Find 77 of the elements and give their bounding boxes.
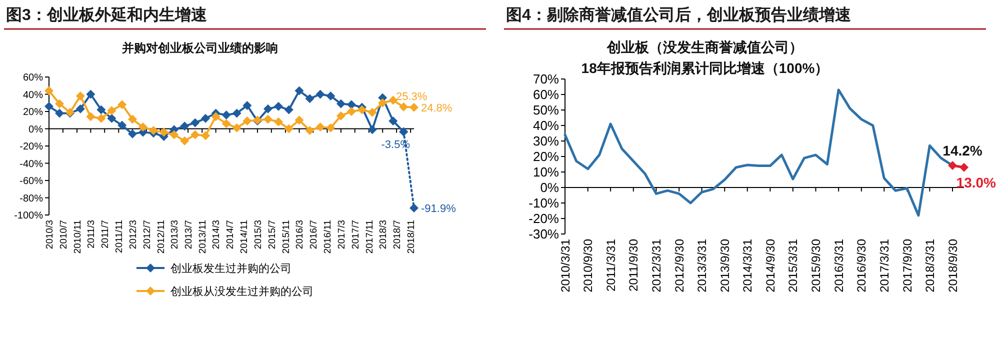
y-tick-label: 20% [22, 107, 44, 118]
x-tick-label: 2011/9/30 [626, 238, 641, 292]
x-tick-label: 2012/3/31 [650, 238, 664, 292]
chart-title: 图3：创业板外延和内生增速 [6, 6, 208, 24]
x-tick-label: 2012/9/30 [672, 238, 686, 292]
x-tick-label: 2015/9/30 [809, 238, 824, 292]
y-tick-label: -80% [20, 193, 44, 204]
y-tick-label: -60% [20, 176, 44, 188]
x-tick-label: 2016/11 [322, 220, 334, 254]
x-tick-label: 2013/9/30 [718, 238, 732, 292]
y-tick-label: -100% [14, 210, 44, 222]
data-label: -91.9% [421, 202, 456, 215]
x-tick-label: 2013/3 [170, 220, 181, 250]
y-tick-label: 0% [28, 124, 44, 136]
x-tick-label: 2013/11 [198, 220, 209, 254]
x-tick-label: 2010/9/30 [581, 238, 596, 292]
x-tick-label: 2017/7 [350, 220, 362, 250]
chart-title: 图4：剔除商誉减值公司后，创业板预告业绩增速 [506, 6, 852, 24]
data-label: 24.8% [421, 102, 452, 114]
x-tick-label: 2011/3 [86, 220, 98, 248]
x-tick-label: 2010/3/31 [558, 238, 572, 292]
x-tick-label: 2014/3 [211, 220, 222, 250]
y-tick-label: -20% [20, 142, 44, 153]
x-tick-label: 2011/7 [100, 220, 112, 248]
x-tick-label: 2015/7 [266, 220, 278, 250]
x-tick-label: 2014/7 [225, 220, 236, 250]
y-tick-label: 20% [532, 149, 560, 164]
y-tick-label: 30% [532, 134, 560, 149]
y-tick-label: 70% [532, 72, 560, 87]
x-tick-label: 2012/7 [142, 220, 153, 250]
x-tick-label: 2018/7 [392, 220, 403, 250]
y-tick-label: 50% [532, 102, 560, 118]
x-tick-label: 2018/11 [406, 220, 417, 254]
y-tick-label: 60% [532, 87, 560, 102]
y-tick-label: 0% [540, 180, 560, 196]
x-tick-label: 2017/9/30 [900, 238, 914, 292]
y-tick-label: 60% [22, 72, 44, 84]
x-tick-label: 2016/9/30 [854, 238, 869, 292]
x-tick-label: 2017/3/31 [877, 238, 892, 292]
y-tick-label: -40% [20, 158, 44, 170]
x-tick-label: 2015/11 [280, 220, 292, 254]
x-tick-label: 2016/3/31 [832, 238, 846, 292]
x-tick-label: 2010/3 [44, 220, 56, 250]
x-tick-label: 2014/9/30 [764, 238, 778, 292]
y-tick-label: 40% [532, 118, 560, 134]
y-tick-label: 10% [532, 164, 560, 180]
x-tick-label: 2018/9/30 [946, 238, 960, 292]
y-tick-label: -20% [528, 211, 560, 226]
x-tick-label: 2013/7 [183, 220, 194, 250]
x-tick-label: 2010/11 [72, 220, 84, 254]
x-tick-label: 2014/11 [239, 220, 250, 254]
y-tick-label: 40% [22, 90, 44, 101]
x-tick-label: 2015/3/31 [786, 238, 800, 292]
x-tick-label: 2017/11 [364, 220, 376, 254]
data-label: 13.0% [956, 174, 997, 190]
legend-label: 创业板发生过并购的公司 [170, 262, 292, 275]
y-tick-label: -10% [528, 196, 560, 211]
x-tick-label: 2016/7 [308, 220, 320, 250]
x-tick-label: 2010/7 [58, 220, 70, 250]
y-tick-label: -30% [528, 226, 560, 242]
x-tick-label: 2013/3/31 [695, 238, 710, 292]
chart-subtitle: 并购对创业板公司业绩的影响 [121, 41, 278, 55]
x-tick-label: 2014/3/31 [740, 238, 755, 292]
x-tick-label: 2012/3 [128, 220, 139, 250]
data-label: -3.5% [381, 138, 410, 151]
annotation: 14.2% [942, 142, 983, 158]
data-label: 25.3% [396, 90, 428, 103]
chart-subtitle: 创业板（没发生商誉减值公司） 18年报预告利润累计同比增速（100%） [581, 39, 829, 76]
x-tick-label: 2011/11 [114, 220, 126, 253]
x-tick-label: 2018/3 [378, 220, 390, 250]
legend-label: 创业板从没发生过并购的公司 [170, 285, 314, 298]
x-tick-label: 2017/3 [336, 220, 348, 250]
x-tick-label: 2011/3/31 [604, 238, 618, 292]
x-tick-label: 2015/3 [252, 220, 264, 250]
x-tick-label: 2016/3 [294, 220, 306, 250]
x-tick-label: 2012/11 [156, 220, 167, 254]
x-tick-label: 2018/3/31 [923, 238, 937, 292]
